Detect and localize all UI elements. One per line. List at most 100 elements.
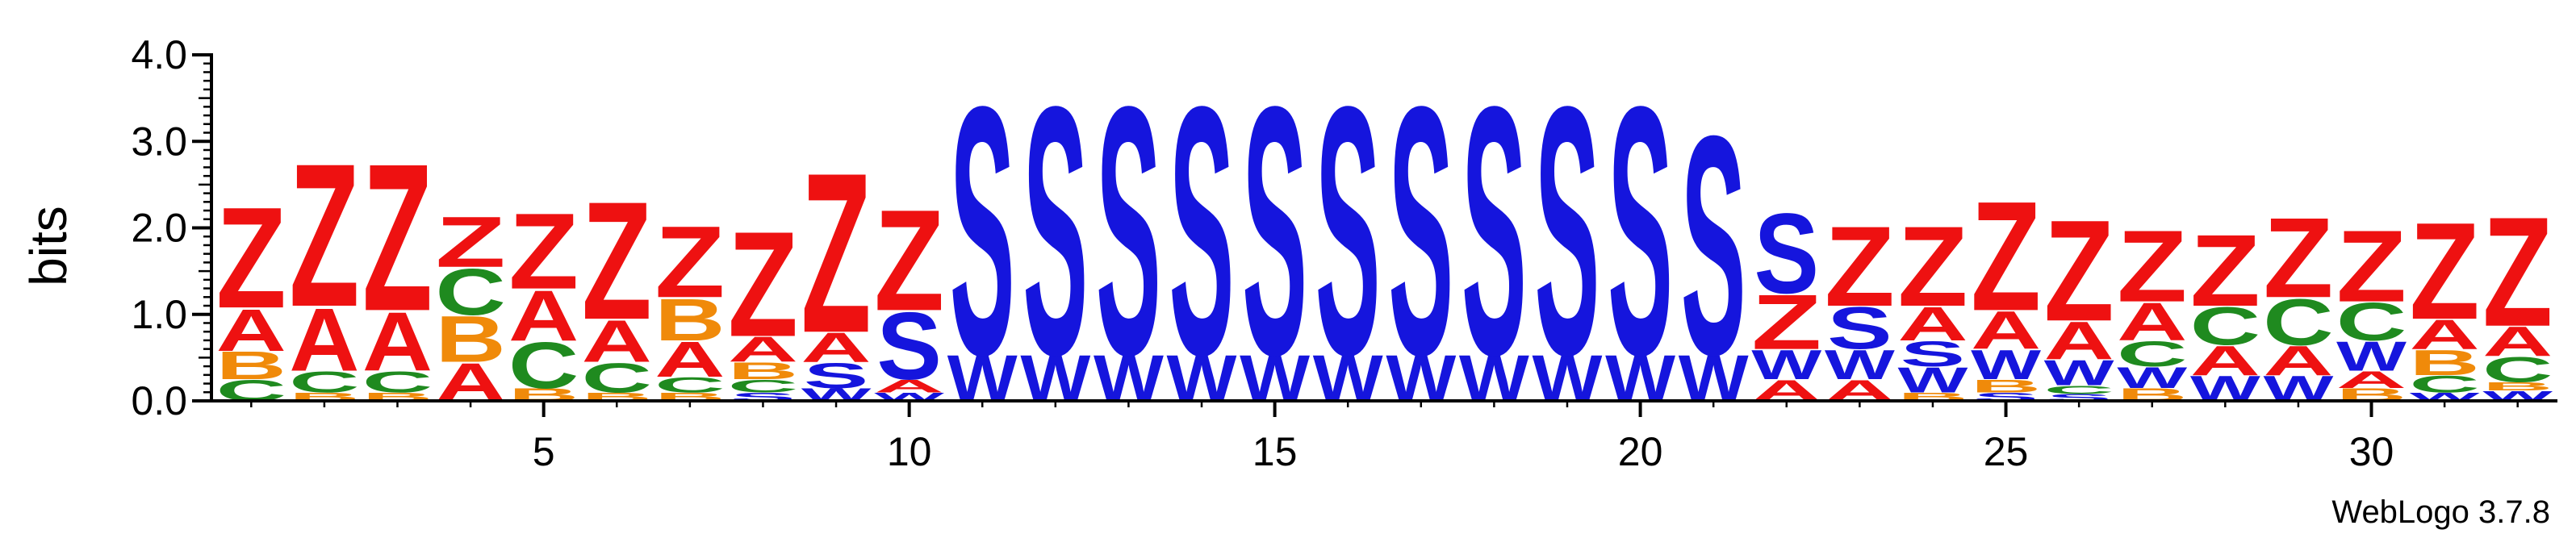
logo-glyph-s: S (1169, 33, 1235, 429)
logo-column: WS (1094, 33, 1165, 429)
logo-glyph-a: A (2336, 366, 2407, 394)
axis-layer: 0.0 1.0 2.0 3.0 4.0 5 10 15 20 25 30 (131, 32, 2557, 474)
logo-column: WS (1167, 33, 1238, 429)
logo-glyph-z: Z (1897, 203, 1968, 331)
y-tick-label: 4.0 (131, 32, 187, 77)
logo-glyph-a: A (2044, 311, 2114, 371)
x-tick-label: 25 (1984, 429, 2029, 474)
logo-column: WS (1386, 33, 1457, 429)
logo-glyph-s: S (876, 293, 942, 400)
logo-glyph-a: A (2409, 311, 2479, 358)
logo-glyph-s: S (1096, 33, 1161, 429)
logo-glyph-a: A (582, 308, 652, 375)
logo-glyph-c: C (2044, 383, 2114, 397)
logo-glyph-s: S (1754, 190, 1819, 317)
logo-glyph-z: Z (1751, 278, 1821, 365)
logo-glyph-s: S (1827, 295, 1892, 362)
x-tick-label: 30 (2349, 429, 2394, 474)
logo-glyph-a: A (2482, 318, 2553, 365)
logo-glyph-z: Z (2336, 209, 2407, 323)
logo-glyph-z: Z (2044, 191, 2114, 352)
logo-column: WS (1533, 33, 1604, 429)
logo-glyph-a: A (362, 294, 433, 388)
logo-glyph-z: Z (2117, 209, 2187, 323)
logo-glyph-z: Z (2190, 213, 2260, 327)
x-tick-label: 10 (887, 429, 932, 474)
logo-glyph-b: B (435, 302, 505, 376)
x-tick-label: 20 (1618, 429, 1663, 474)
logo-glyph-b: B (728, 357, 798, 385)
logo-glyph-c: C (2482, 350, 2553, 390)
logo-glyph-a: A (2117, 292, 2187, 352)
logo-glyph-z: Z (1971, 169, 2041, 344)
glyph-layer: CBAZBCAZBCAZABCZBCAZBCAZBCABZSCBAZWSAZWA… (216, 33, 2553, 429)
logo-glyph-c: C (2336, 292, 2407, 352)
logo-glyph-c: C (654, 373, 725, 397)
logo-glyph-a: A (2263, 337, 2333, 384)
logo-glyph-z: Z (582, 166, 652, 355)
logo-glyph-z: Z (654, 205, 725, 319)
y-tick-label: 3.0 (131, 119, 187, 164)
logo-glyph-c: C (508, 328, 579, 402)
logo-glyph-z: Z (508, 191, 579, 311)
logo-glyph-a: A (508, 275, 579, 356)
logo-glyph-s: S (1315, 33, 1381, 429)
logo-glyph-c: C (435, 255, 505, 328)
logo-glyph-b: B (2409, 343, 2479, 383)
logo-glyph-b: B (2482, 380, 2553, 394)
logo-column: WS (1459, 33, 1530, 429)
logo-glyph-s: S (1681, 70, 1746, 419)
logo-glyph-b: B (654, 286, 725, 353)
logo-column: WS (1605, 33, 1676, 429)
logo-glyph-s: S (950, 33, 1015, 429)
logo-glyph-s: S (1242, 33, 1307, 429)
logo-glyph-a: A (2190, 337, 2260, 384)
logo-glyph-c: C (362, 365, 433, 399)
logo-glyph-s: S (1023, 33, 1089, 429)
logo-column: WS (947, 33, 1018, 429)
logo-glyph-c: C (2117, 334, 2187, 374)
logo-glyph-s: S (1535, 33, 1600, 429)
logo-glyph-a: A (1971, 300, 2041, 361)
logo-glyph-s: S (1389, 33, 1454, 429)
logo-glyph-a: A (654, 332, 725, 388)
logo-glyph-z: Z (1825, 203, 1895, 331)
logo-glyph-c: C (2190, 296, 2260, 357)
logo-glyph-z: Z (728, 201, 798, 369)
logo-glyph-w: W (2044, 353, 2115, 394)
logo-glyph-z: Z (2482, 185, 2553, 360)
logo-glyph-s: S (1901, 334, 1966, 374)
logo-glyph-c: C (582, 354, 652, 401)
logo-glyph-c: C (2409, 370, 2479, 398)
logo-column: WS (1679, 70, 1750, 419)
logo-glyph-w: W (1971, 341, 2041, 389)
y-axis-label: bits (19, 206, 77, 286)
logo-glyph-w: W (2117, 361, 2188, 394)
logo-glyph-s: S (1462, 33, 1527, 429)
logo-glyph-s: S (1608, 33, 1673, 429)
logo-glyph-b: B (1971, 376, 2041, 396)
logo-glyph-z: Z (2410, 194, 2480, 348)
logo-glyph-a: A (801, 324, 871, 371)
y-tick-label: 2.0 (131, 206, 187, 251)
logo-glyph-z: Z (874, 181, 944, 341)
